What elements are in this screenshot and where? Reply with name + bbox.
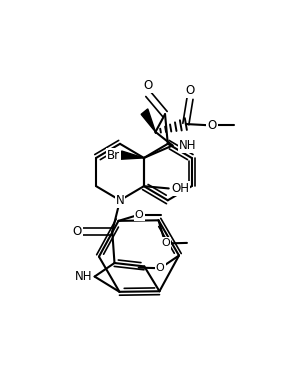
Text: O: O [161, 239, 170, 248]
Text: NH: NH [75, 270, 92, 283]
Text: O: O [143, 79, 152, 92]
Text: NH: NH [179, 139, 196, 152]
Text: O: O [135, 210, 144, 220]
Text: Br: Br [107, 149, 120, 162]
Text: O: O [185, 84, 195, 97]
Polygon shape [141, 109, 156, 132]
Text: O: O [207, 119, 217, 132]
Text: OH: OH [171, 182, 189, 195]
Text: O: O [72, 225, 82, 238]
Text: N: N [116, 194, 124, 207]
Polygon shape [121, 151, 144, 159]
Text: O: O [156, 263, 164, 273]
